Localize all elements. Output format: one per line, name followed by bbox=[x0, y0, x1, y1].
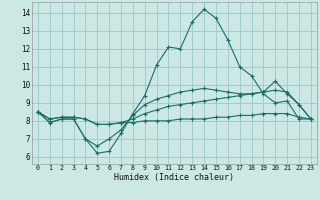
X-axis label: Humidex (Indice chaleur): Humidex (Indice chaleur) bbox=[115, 173, 234, 182]
